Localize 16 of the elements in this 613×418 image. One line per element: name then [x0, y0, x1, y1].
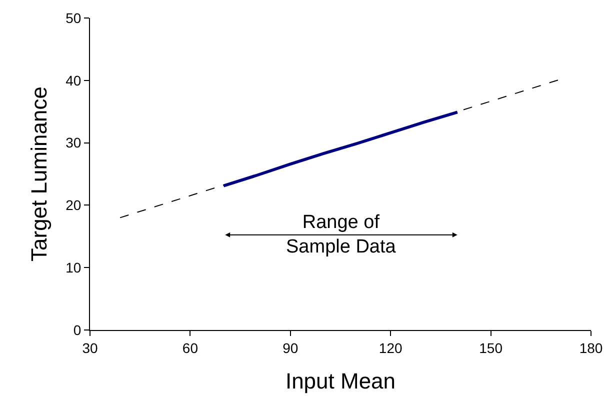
y-tick-label: 10	[66, 260, 82, 276]
y-axis-title: Target Luminance	[26, 86, 52, 262]
x-tick-label: 60	[182, 340, 198, 356]
line-series	[222, 110, 459, 188]
y-tick-label: 20	[66, 197, 82, 214]
y-tick-label: 30	[66, 134, 82, 151]
y-tick-label: 0	[73, 322, 82, 338]
y-tick-label: 40	[66, 72, 82, 88]
x-axis-title: Input Mean	[285, 368, 396, 394]
x-tick-label: 90	[282, 340, 298, 356]
annotation: Range of Sample Data	[286, 212, 396, 258]
x-tick-label: 150	[479, 340, 503, 356]
x-tick-label: 30	[82, 340, 98, 356]
x-tick-label: 180	[579, 340, 603, 356]
x-tick-label: 120	[378, 340, 402, 356]
y-tick-label: 50	[66, 10, 82, 26]
